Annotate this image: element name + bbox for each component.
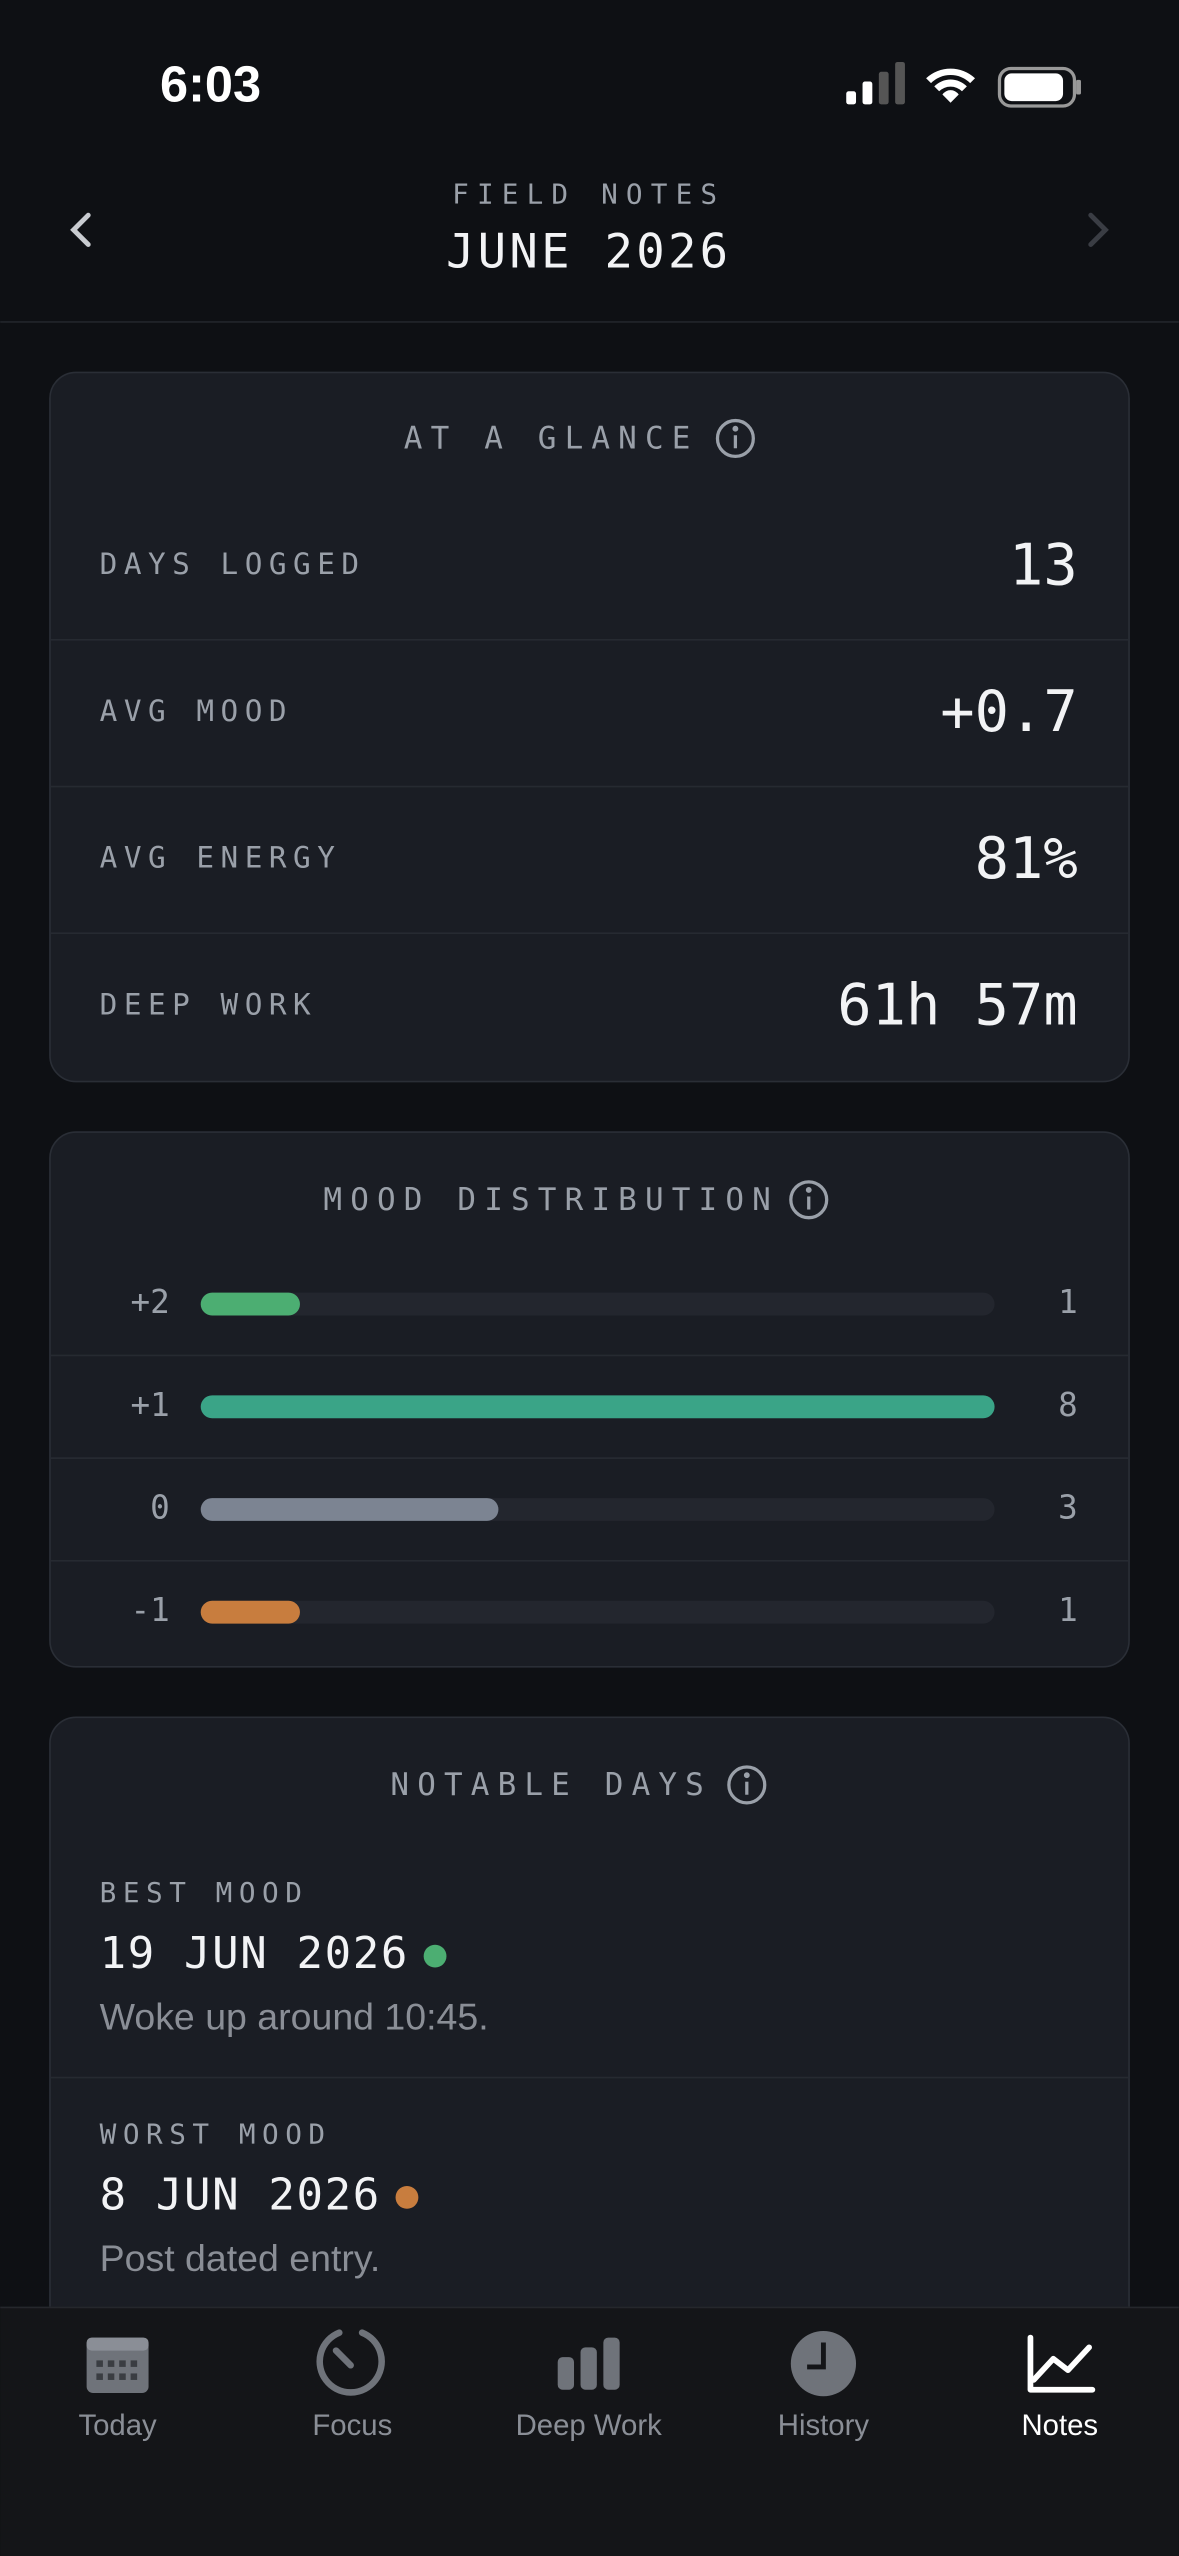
icon-focus	[316, 2329, 385, 2396]
stat-value: 13	[1009, 533, 1078, 599]
tab-label: Notes	[1021, 2409, 1098, 2442]
tab-label: Today	[78, 2409, 157, 2442]
mood-count: 8	[1058, 1386, 1078, 1424]
next-month[interactable]	[1088, 212, 1109, 247]
icon-notes	[1027, 2334, 1096, 2393]
mood-label: +2	[130, 1283, 169, 1321]
stat-label: AVG MOOD	[100, 694, 293, 728]
notable-date: 8 JUN 2026	[100, 2169, 381, 2220]
icon-deep-work	[557, 2337, 620, 2390]
stat-value: 81%	[975, 826, 1078, 892]
bar-track	[200, 1600, 995, 1624]
mood-title: MOOD DISTRIBUTION	[323, 1182, 779, 1218]
glance-card	[49, 371, 1130, 1083]
mood-count: 1	[1058, 1591, 1078, 1629]
status-time: 6:03	[160, 55, 261, 112]
mood-label: -1	[130, 1591, 169, 1629]
notable-title: NOTABLE DAYS	[390, 1767, 712, 1803]
stat-label: AVG ENERGY	[100, 841, 342, 875]
icon-today	[86, 2337, 149, 2393]
tab-label: Deep Work	[516, 2409, 662, 2442]
tab-label: History	[778, 2409, 870, 2442]
glance-title: AT A GLANCE	[404, 421, 699, 457]
icon-history	[790, 2331, 857, 2397]
info-icon[interactable]	[727, 1765, 767, 1805]
header-title: JUNE 2026	[446, 224, 731, 279]
bar	[200, 1600, 300, 1624]
notable-note: Woke up around 10:45.	[100, 1996, 489, 2038]
bar	[200, 1292, 300, 1316]
prev-month[interactable]	[70, 212, 91, 247]
bar	[200, 1395, 995, 1419]
notable-date: 19 JUN 2026	[100, 1928, 409, 1979]
notable-label: WORST MOOD	[100, 2117, 332, 2150]
mood-dot	[423, 1944, 447, 1968]
notable-label: BEST MOOD	[100, 1876, 309, 1909]
notable-note: Post dated entry.	[100, 2237, 381, 2279]
mood-dot	[395, 2185, 419, 2209]
stat-value: 61h 57m	[837, 973, 1077, 1039]
mood-label: +1	[130, 1386, 169, 1424]
stat-label: DAYS LOGGED	[100, 547, 366, 581]
notable-card	[49, 1716, 1130, 2403]
info-icon[interactable]	[715, 418, 755, 459]
stat-value: +0.7	[940, 679, 1077, 745]
tab-label: Focus	[312, 2409, 392, 2442]
bar	[200, 1498, 499, 1521]
mood-label: 0	[150, 1488, 170, 1526]
mood-count: 1	[1058, 1283, 1078, 1321]
status-icons	[846, 61, 1081, 108]
mood-count: 3	[1058, 1488, 1078, 1526]
bar-track	[200, 1292, 995, 1316]
header-eyebrow: FIELD NOTES	[452, 178, 725, 211]
stat-label: DEEP WORK	[100, 987, 318, 1021]
info-icon[interactable]	[789, 1180, 829, 1220]
